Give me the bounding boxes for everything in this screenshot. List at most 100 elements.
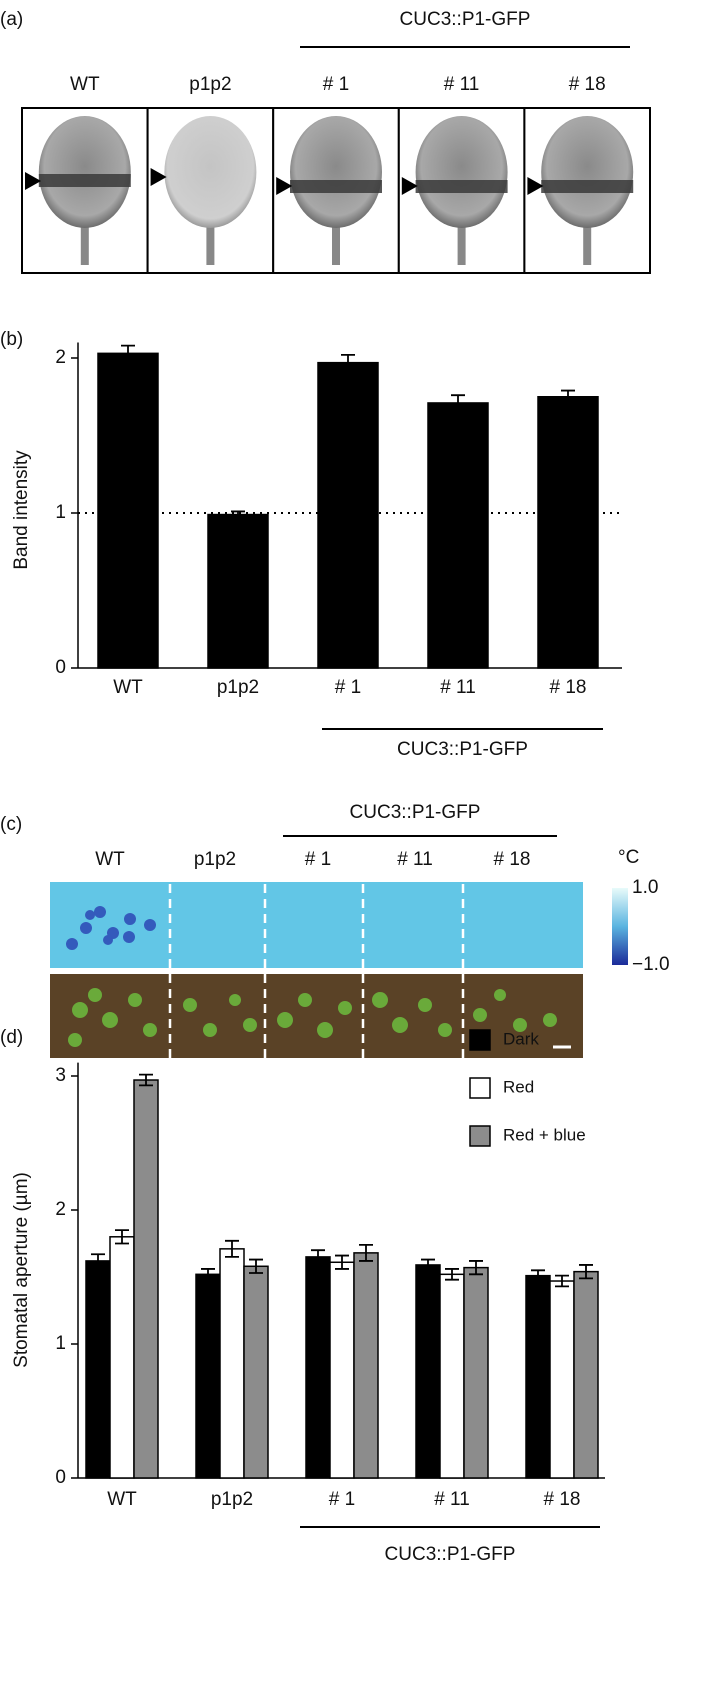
error-bar bbox=[249, 1258, 263, 1274]
band bbox=[541, 180, 634, 193]
bar bbox=[195, 1273, 221, 1479]
colorbar-unit: °C bbox=[618, 847, 639, 868]
column-label: p1p2 bbox=[194, 849, 236, 870]
bar bbox=[243, 1265, 269, 1479]
error-bar bbox=[115, 1229, 129, 1245]
leaf bbox=[415, 116, 508, 228]
column-label: # 18 bbox=[569, 74, 606, 95]
group-label: CUC3::P1-GFP bbox=[400, 9, 531, 30]
y-tick-label: 0 bbox=[55, 657, 66, 678]
x-tick-label: # 18 bbox=[544, 1489, 581, 1510]
error-bar bbox=[451, 394, 465, 412]
error-bar bbox=[555, 1274, 569, 1288]
x-tick-label: p1p2 bbox=[217, 677, 259, 698]
x-tick-label: p1p2 bbox=[211, 1489, 253, 1510]
bar bbox=[317, 361, 379, 669]
arrowhead bbox=[150, 168, 167, 186]
colorbar-tick-label: 1.0 bbox=[632, 877, 658, 898]
leaf-stem bbox=[206, 205, 215, 265]
column-label: # 11 bbox=[444, 74, 480, 95]
error-bar bbox=[311, 1249, 325, 1265]
x-tick-label: WT bbox=[113, 677, 143, 698]
error-bar bbox=[91, 1253, 105, 1269]
leaf-images bbox=[21, 107, 652, 274]
column-label: WT bbox=[70, 74, 100, 95]
column-label: p1p2 bbox=[189, 74, 231, 95]
group-label: CUC3::P1-GFP bbox=[385, 1544, 516, 1565]
leaf-stem bbox=[457, 205, 466, 265]
error-bar bbox=[231, 510, 245, 519]
bar bbox=[525, 1274, 551, 1479]
arrowhead bbox=[527, 177, 544, 195]
y-axis-label: Band intensity bbox=[11, 450, 32, 570]
bar bbox=[549, 1280, 575, 1479]
panel-label: (d) bbox=[0, 1027, 23, 1048]
legend-swatch bbox=[469, 1125, 491, 1147]
legend-swatch bbox=[469, 1077, 491, 1099]
column-label: # 1 bbox=[323, 74, 349, 95]
bar bbox=[537, 396, 599, 669]
bar bbox=[97, 352, 159, 669]
bar bbox=[353, 1252, 379, 1479]
legend-label: Red bbox=[503, 1077, 534, 1096]
x-tick-label: WT bbox=[107, 1489, 137, 1510]
colorbar bbox=[612, 888, 628, 965]
error-bar bbox=[225, 1239, 239, 1258]
legend-label: Red + blue bbox=[503, 1125, 586, 1144]
bar bbox=[415, 1264, 441, 1479]
x-tick-label: # 11 bbox=[440, 677, 476, 698]
legend-swatch bbox=[469, 1029, 491, 1051]
y-tick-label: 0 bbox=[55, 1467, 66, 1488]
panel-label: (c) bbox=[0, 814, 22, 835]
error-bar bbox=[139, 1073, 153, 1087]
panel-label: (b) bbox=[0, 329, 23, 350]
band bbox=[415, 180, 508, 193]
column-label: # 18 bbox=[494, 849, 531, 870]
bar bbox=[305, 1256, 331, 1479]
bar bbox=[427, 402, 489, 669]
error-bar bbox=[531, 1269, 545, 1282]
leaf bbox=[290, 116, 382, 228]
error-bar bbox=[445, 1268, 459, 1281]
bar bbox=[133, 1079, 159, 1479]
band bbox=[38, 174, 131, 187]
soil-photo bbox=[50, 974, 583, 1058]
bar bbox=[109, 1236, 135, 1479]
bar bbox=[439, 1273, 465, 1479]
error-bar bbox=[121, 344, 135, 362]
arrowhead bbox=[276, 177, 293, 195]
leaf-stem bbox=[80, 205, 89, 265]
leaf bbox=[164, 116, 257, 228]
column-label: # 1 bbox=[305, 849, 331, 870]
y-tick-label: 2 bbox=[55, 1199, 66, 1220]
arrowhead bbox=[25, 172, 41, 190]
error-bar bbox=[359, 1243, 373, 1262]
y-tick-label: 1 bbox=[55, 502, 66, 523]
bar bbox=[85, 1260, 111, 1479]
leaf bbox=[38, 116, 131, 228]
leaf-stem bbox=[332, 205, 340, 265]
error-bar bbox=[341, 354, 355, 372]
arrowhead bbox=[401, 177, 418, 195]
x-tick-label: # 1 bbox=[329, 1489, 355, 1510]
leaf-stem bbox=[583, 205, 592, 265]
bar bbox=[329, 1261, 355, 1479]
y-tick-label: 1 bbox=[55, 1333, 66, 1354]
legend-label: Dark bbox=[503, 1029, 539, 1048]
x-tick-label: # 1 bbox=[335, 677, 361, 698]
y-tick-label: 3 bbox=[55, 1065, 66, 1086]
error-bar bbox=[579, 1264, 593, 1280]
error-bar bbox=[201, 1268, 215, 1281]
group-label: CUC3::P1-GFP bbox=[350, 802, 481, 823]
colorbar-tick-label: −1.0 bbox=[632, 954, 670, 975]
error-bar bbox=[561, 389, 575, 404]
column-label: WT bbox=[95, 849, 125, 870]
y-tick-label: 2 bbox=[55, 347, 66, 368]
y-axis-label: Stomatal aperture (µm) bbox=[11, 1172, 32, 1368]
error-bar bbox=[421, 1258, 435, 1272]
column-label: # 11 bbox=[397, 849, 433, 870]
x-tick-label: # 11 bbox=[434, 1489, 470, 1510]
bar bbox=[463, 1266, 489, 1479]
band bbox=[290, 180, 382, 193]
